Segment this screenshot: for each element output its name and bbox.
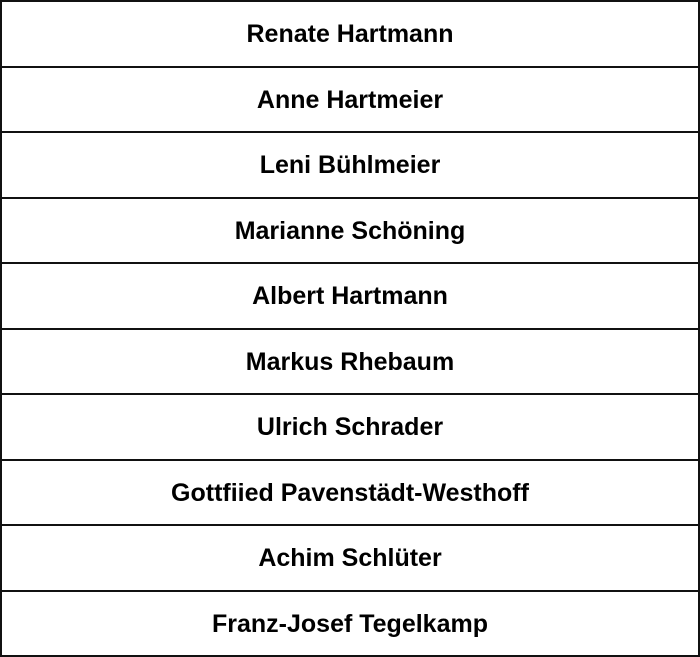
name-cell: Anne Hartmeier [256, 85, 444, 114]
name-cell: Marianne Schöning [234, 216, 466, 245]
table-row: Marianne Schöning [2, 199, 698, 264]
table-row: Renate Hartmann [2, 2, 698, 68]
table-row: Franz-Josef Tegelkamp [2, 592, 698, 656]
name-cell: Albert Hartmann [252, 282, 448, 311]
table-row: Albert Hartmann [2, 264, 698, 330]
name-cell: Leni Bühlmeier [259, 151, 441, 180]
table-row: Ulrich Schrader [2, 395, 698, 461]
name-cell: Markus Rhebaum [245, 347, 455, 376]
name-cell: Franz-Josef Tegelkamp [211, 609, 488, 638]
table-row: Achim Schlüter [2, 526, 698, 592]
name-cell: Achim Schlüter [258, 544, 442, 573]
name-cell: Gottfiied Pavenstädt-Westhoff [171, 478, 529, 507]
name-cell: Renate Hartmann [246, 20, 454, 49]
table-row: Anne Hartmeier [2, 68, 698, 133]
name-cell: Ulrich Schrader [256, 413, 444, 442]
table-row: Leni Bühlmeier [2, 133, 698, 199]
table-row: Gottfiied Pavenstädt-Westhoff [2, 461, 698, 526]
table-row: Markus Rhebaum [2, 330, 698, 395]
